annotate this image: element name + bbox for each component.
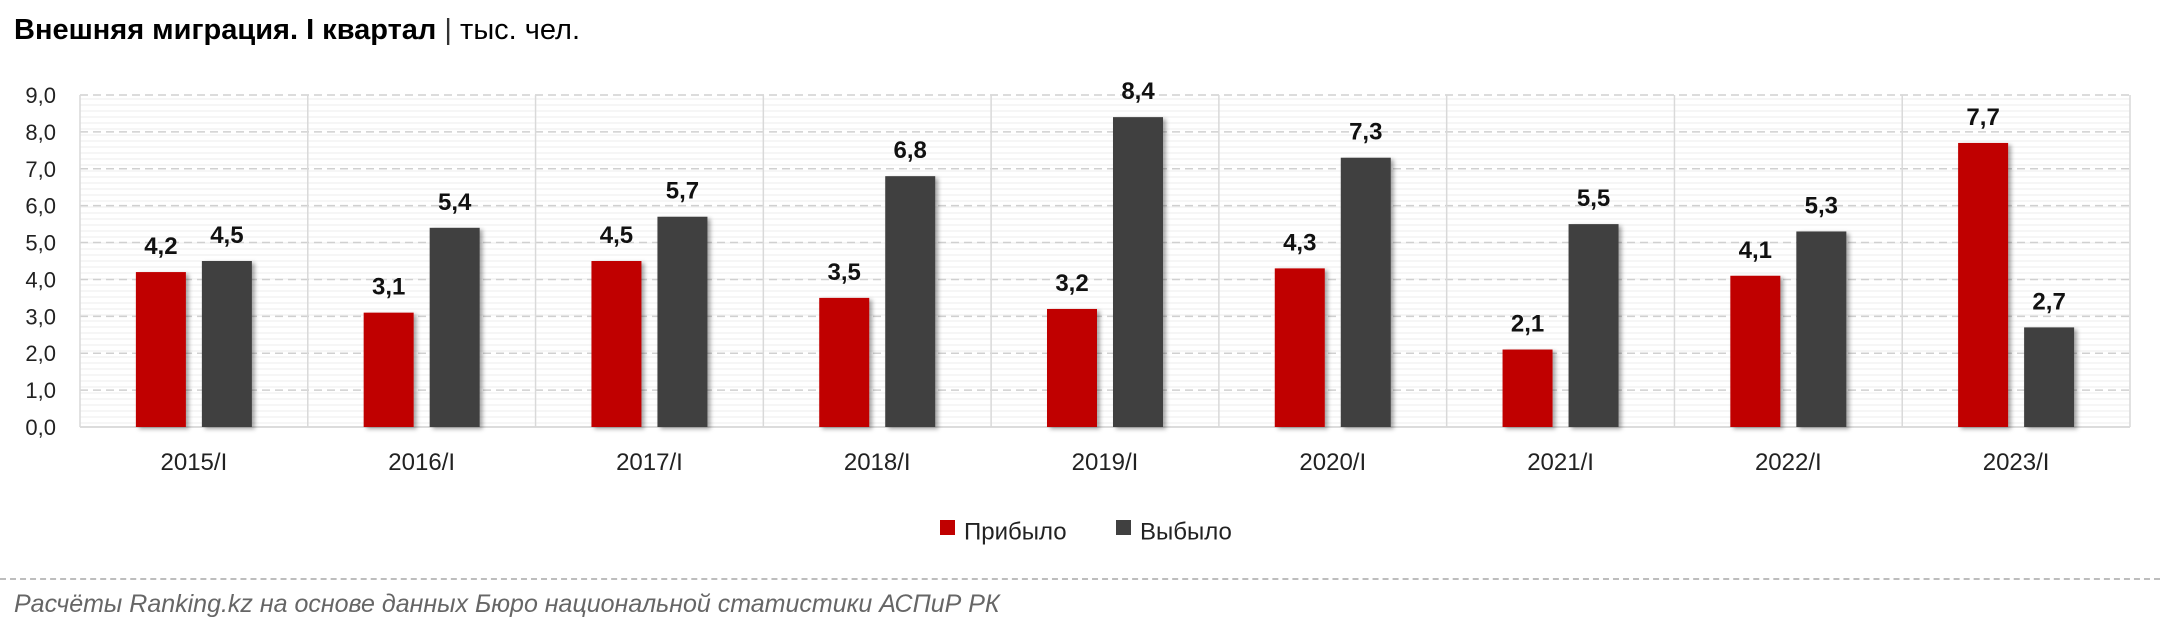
title-separator: |: [444, 14, 452, 46]
x-tick-label: 2022/I: [1755, 449, 1822, 476]
source-note: Расчёты Ranking.kz на основе данных Бюро…: [14, 590, 1000, 618]
x-tick-label: 2021/I: [1527, 449, 1594, 476]
bar-departed: [1113, 117, 1163, 427]
x-tick-label: 2018/I: [844, 449, 911, 476]
x-tick-label: 2017/I: [616, 449, 683, 476]
bar-departed: [885, 176, 936, 427]
bar-arrived: [591, 261, 642, 427]
x-axis: 2015/I 2016/I 2017/I 2018/I 2019/I 2020/I 2021…: [161, 449, 2050, 476]
y-axis: 0,0 1,0 2,0 3,0 4,0 5,0 6,0 7,0 8,0 9,0: [25, 83, 56, 440]
legend-label: Выбыло: [1140, 518, 1232, 545]
y-tick-label: 4,0: [25, 267, 56, 292]
y-tick-label: 3,0: [25, 304, 56, 329]
x-tick-label: 2020/I: [1299, 449, 1366, 476]
title-units: тыс. чел.: [460, 14, 581, 46]
legend-swatch-departed: [1116, 520, 1131, 535]
bar-departed: [2024, 327, 2075, 427]
bar-arrived: [1730, 275, 1781, 427]
plot-area: [80, 95, 2130, 427]
bar-departed: [429, 227, 480, 427]
bar-arrived: [819, 297, 870, 427]
y-tick-label: 6,0: [25, 194, 56, 219]
gridlines: [79, 94, 2131, 428]
data-label: 5,3: [1805, 192, 1838, 219]
legend-label: Прибыло: [964, 518, 1067, 545]
bars-group: 4,2 4,5 3,1 5,4 4,5 5,7 3,5 6,8 3,2 8,4 4,3 7,3 2,1 5…: [135, 78, 2075, 427]
plot-background: [80, 95, 2130, 427]
y-tick-label: 2,0: [25, 341, 56, 366]
legend: Прибыло Выбыло: [940, 518, 1232, 545]
bar-departed: [657, 216, 708, 427]
data-label: 8,4: [1121, 78, 1155, 105]
y-tick-label: 8,0: [25, 120, 56, 145]
x-tick-label: 2023/I: [1983, 449, 2050, 476]
bar-departed: [1796, 231, 1847, 427]
data-label: 4,5: [600, 222, 633, 249]
data-label: 3,5: [828, 259, 861, 286]
bar-departed: [201, 261, 252, 427]
bar-arrived: [1502, 349, 1553, 427]
data-label: 2,7: [2032, 288, 2065, 315]
data-label: 7,7: [1966, 104, 1999, 131]
x-tick-label: 2019/I: [1072, 449, 1139, 476]
bar-departed: [1568, 224, 1619, 427]
y-tick-label: 5,0: [25, 231, 56, 256]
data-label: 6,8: [894, 137, 927, 164]
data-label: 5,7: [666, 178, 699, 205]
y-tick-label: 1,0: [25, 378, 56, 403]
data-label: 5,4: [438, 189, 472, 216]
y-tick-label: 9,0: [25, 83, 56, 108]
bar-arrived: [135, 272, 186, 427]
y-tick-label: 7,0: [25, 157, 56, 182]
y-tick-label: 0,0: [25, 415, 56, 440]
data-label: 7,3: [1349, 119, 1382, 146]
title-text: Внешняя миграция. I квартал: [14, 14, 437, 46]
bar-chart: 0,0 1,0 2,0 3,0 4,0 5,0 6,0 7,0 8,0 9,0 4,2 4,5 3,1…: [25, 78, 2131, 545]
x-tick-label: 2015/I: [161, 449, 228, 476]
bar-arrived: [1958, 142, 2009, 427]
data-label: 4,2: [144, 233, 177, 260]
data-label: 3,1: [372, 274, 405, 301]
bar-arrived: [1274, 268, 1325, 427]
legend-swatch-arrived: [940, 520, 955, 535]
footer-divider: [0, 578, 2160, 580]
data-label: 4,1: [1739, 237, 1772, 264]
data-label: 4,5: [210, 222, 243, 249]
bar-arrived: [363, 312, 414, 427]
data-label: 5,5: [1577, 185, 1610, 212]
data-label: 3,2: [1055, 270, 1088, 297]
bar-departed: [1340, 157, 1391, 427]
data-label: 2,1: [1511, 311, 1544, 338]
bar-arrived: [1047, 308, 1097, 427]
data-label: 4,3: [1283, 229, 1316, 256]
x-tick-label: 2016/I: [388, 449, 455, 476]
chart-title: Внешняя миграция. I квартал | тыс. чел.: [14, 14, 580, 47]
